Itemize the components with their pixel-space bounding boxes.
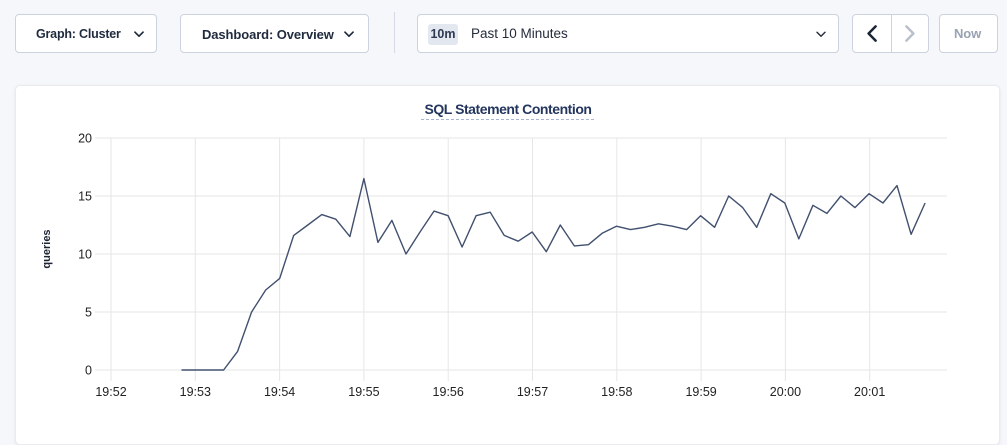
svg-text:10: 10 bbox=[78, 248, 92, 262]
svg-text:19:59: 19:59 bbox=[685, 385, 716, 399]
svg-text:5: 5 bbox=[85, 306, 92, 320]
svg-text:19:55: 19:55 bbox=[348, 385, 379, 399]
svg-text:20:01: 20:01 bbox=[854, 385, 885, 399]
svg-text:20: 20 bbox=[78, 132, 92, 146]
svg-text:19:56: 19:56 bbox=[433, 385, 464, 399]
svg-text:0: 0 bbox=[85, 364, 92, 378]
svg-text:19:53: 19:53 bbox=[180, 385, 211, 399]
svg-text:19:57: 19:57 bbox=[517, 385, 548, 399]
svg-text:15: 15 bbox=[78, 190, 92, 204]
svg-text:queries: queries bbox=[41, 229, 53, 268]
svg-text:19:58: 19:58 bbox=[601, 385, 632, 399]
svg-text:19:54: 19:54 bbox=[264, 385, 295, 399]
svg-text:19:52: 19:52 bbox=[95, 385, 126, 399]
svg-text:20:00: 20:00 bbox=[770, 385, 801, 399]
